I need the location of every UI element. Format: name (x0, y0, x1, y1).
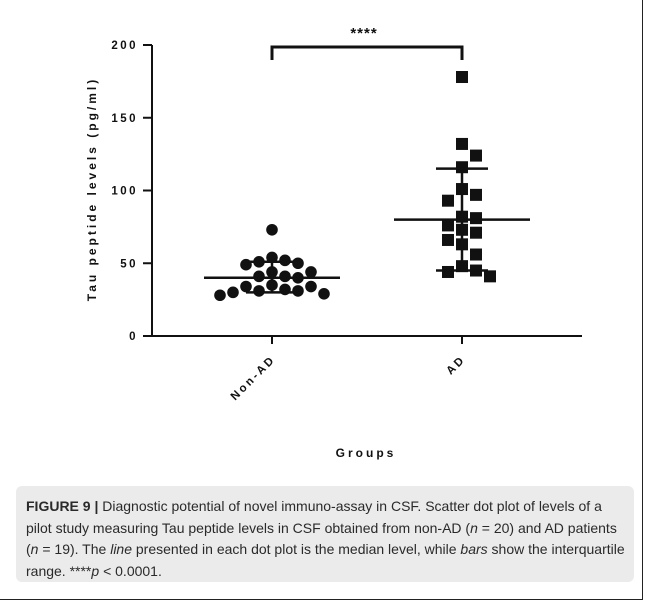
y-axis-title: Tau peptide levels (pg/ml) (85, 77, 99, 301)
data-point (484, 270, 496, 283)
data-point (456, 71, 468, 84)
data-point (266, 223, 278, 236)
x-axis-title: Groups (336, 446, 397, 460)
caption-text: = 20) and AD patients ( (26, 519, 617, 558)
y-tick-label: 100 (111, 186, 138, 198)
y-tick-label: 50 (120, 258, 138, 270)
data-point (442, 265, 454, 278)
data-point (279, 254, 291, 267)
caption-n-variable: n (470, 519, 478, 536)
caption-text: = 19). The (38, 541, 111, 557)
data-point (470, 188, 482, 201)
data-point (240, 280, 252, 293)
data-point (292, 257, 304, 270)
caption-text: Diagnostic potential of novel immuno-ass… (26, 498, 602, 536)
caption-n-variable: n (30, 541, 39, 557)
y-tick-label: 150 (111, 113, 138, 125)
x-ticks: Non-AD AD (229, 336, 468, 403)
data-point (253, 270, 265, 283)
data-point (253, 285, 265, 297)
caption-p-variable: p (91, 562, 100, 579)
y-tick-label: 0 (129, 331, 138, 343)
data-point (442, 233, 454, 246)
data-point (442, 194, 454, 207)
data-point (266, 251, 278, 264)
figure-caption: FIGURE 9 | Diagnostic potential of novel… (16, 486, 634, 582)
data-points (214, 71, 496, 302)
scatter-dot-plot: Tau peptide levels (pg/ml) Groups 0 50 100… (85, 25, 582, 460)
data-point (318, 288, 330, 300)
x-tick-label: Non-AD (229, 354, 278, 403)
summary-lines (204, 167, 530, 294)
caption-bars-term: bars (460, 541, 488, 557)
data-point (279, 270, 291, 283)
data-point (456, 137, 468, 150)
data-point (227, 286, 239, 299)
data-point (292, 285, 304, 297)
significance-bracket (270, 45, 464, 60)
data-point (470, 149, 482, 162)
caption-figure-label: FIGURE 9 | (26, 498, 99, 514)
data-point (442, 219, 454, 232)
x-tick-label: AD (444, 354, 468, 378)
data-point (305, 280, 317, 293)
caption-text: < 0.0001. (99, 562, 162, 579)
data-point (470, 226, 482, 239)
data-point (470, 212, 482, 225)
figure-frame (0, 0, 643, 600)
y-ticks: 0 50 100 150 200 (111, 40, 152, 343)
caption-text: presented in each dot plot is the median… (132, 541, 461, 557)
data-point (470, 248, 482, 261)
data-point (456, 161, 468, 174)
y-tick-label: 200 (111, 40, 138, 52)
significance-label: **** (350, 25, 377, 42)
caption-text: show the interquartile range. **** (26, 541, 625, 579)
caption-line-term: line (110, 541, 132, 557)
data-point (214, 289, 226, 302)
data-point (305, 266, 317, 278)
